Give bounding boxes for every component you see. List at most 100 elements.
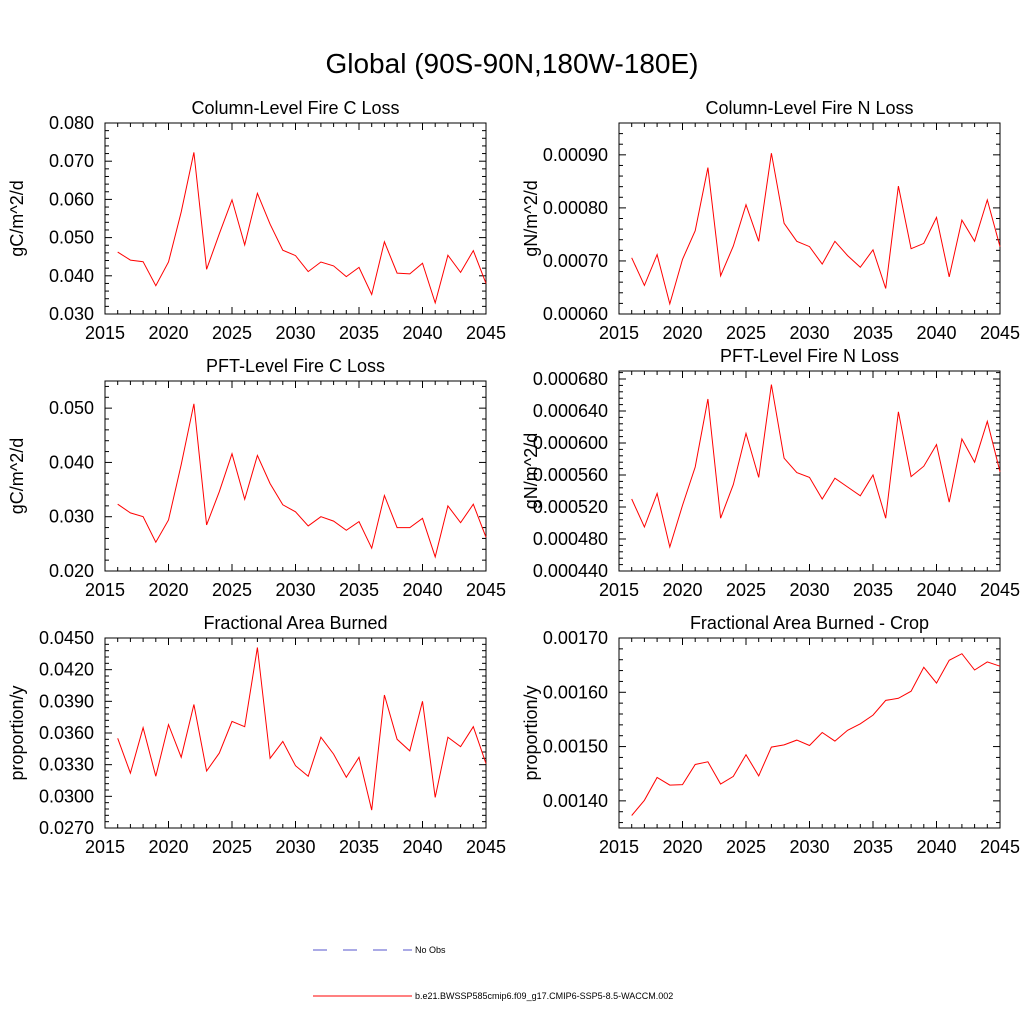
x-tick-label: 2030 xyxy=(275,580,315,600)
y-tick-label: 0.000640 xyxy=(533,401,608,421)
y-tick-label: 0.000600 xyxy=(533,433,608,453)
figure-title: Global (90S-90N,180W-180E) xyxy=(325,48,699,79)
x-tick-label: 2020 xyxy=(662,837,702,857)
chart-title: Column-Level Fire C Loss xyxy=(191,98,399,118)
y-tick-label: 0.040 xyxy=(49,266,94,286)
y-tick-label: 0.00060 xyxy=(543,304,608,324)
y-tick-label: 0.080 xyxy=(49,113,94,133)
y-tick-label: 0.050 xyxy=(49,398,94,418)
y-tick-label: 0.040 xyxy=(49,452,94,472)
x-tick-label: 2035 xyxy=(853,323,893,343)
x-tick-label: 2045 xyxy=(466,837,506,857)
y-tick-label: 0.00140 xyxy=(543,791,608,811)
y-tick-label: 0.0390 xyxy=(39,691,94,711)
x-tick-label: 2035 xyxy=(339,580,379,600)
x-tick-label: 2015 xyxy=(599,837,639,857)
series-line xyxy=(117,647,487,811)
y-tick-label: 0.050 xyxy=(49,228,94,248)
y-axis-label: gN/m^2/d xyxy=(521,180,541,256)
y-tick-label: 0.000520 xyxy=(533,497,608,517)
x-tick-label: 2035 xyxy=(339,323,379,343)
series-line xyxy=(117,403,487,559)
chart-panel-6: Fractional Area Burned - Crop proportion/… xyxy=(521,613,1020,857)
legend-label-case: b.e21.BWSSP585cmip6.f09_g17.CMIP6-SSP5-8… xyxy=(415,991,673,1001)
x-tick-label: 2015 xyxy=(85,323,125,343)
y-axis-label: proportion/y xyxy=(7,685,27,780)
x-tick-label: 2030 xyxy=(789,837,829,857)
x-tick-label: 2040 xyxy=(916,837,956,857)
y-tick-label: 0.0360 xyxy=(39,723,94,743)
y-tick-label: 0.070 xyxy=(49,151,94,171)
x-tick-label: 2020 xyxy=(662,323,702,343)
y-axis-label: proportion/y xyxy=(521,685,541,780)
chart-panel-4: PFT-Level Fire N Loss gN/m^2/d 2015 2020 202… xyxy=(521,346,1020,600)
y-tick-label: 0.0300 xyxy=(39,786,94,806)
chart-panel-1: Column-Level Fire C Loss gC/m^2/d 2015 2020… xyxy=(7,98,506,343)
chart-panel-3: PFT-Level Fire C Loss gC/m^2/d 2015 2020 202… xyxy=(7,356,506,600)
series-line xyxy=(631,653,1001,816)
y-tick-label: 0.000560 xyxy=(533,465,608,485)
x-tick-label: 2035 xyxy=(853,580,893,600)
y-tick-label: 0.00090 xyxy=(543,145,608,165)
x-tick-label: 2040 xyxy=(402,837,442,857)
x-tick-label: 2025 xyxy=(726,837,766,857)
y-tick-label: 0.000440 xyxy=(533,561,608,581)
y-tick-label: 0.030 xyxy=(49,507,94,527)
x-tick-label: 2030 xyxy=(275,837,315,857)
x-tick-label: 2020 xyxy=(662,580,702,600)
y-axis-label: gN/m^2/d xyxy=(521,433,541,509)
legend: No Obs b.e21.BWSSP585cmip6.f09_g17.CMIP6-… xyxy=(313,945,673,1001)
plot-frame xyxy=(104,637,487,829)
y-tick-label: 0.030 xyxy=(49,304,94,324)
x-tick-label: 2040 xyxy=(916,580,956,600)
x-tick-label: 2040 xyxy=(916,323,956,343)
chart-title: Fractional Area Burned - Crop xyxy=(690,613,929,633)
series-line xyxy=(631,384,1001,549)
y-tick-label: 0.0450 xyxy=(39,628,94,648)
x-tick-label: 2015 xyxy=(599,580,639,600)
series-line xyxy=(117,152,487,305)
y-axis-label: gC/m^2/d xyxy=(7,438,27,514)
x-tick-label: 2020 xyxy=(148,323,188,343)
x-tick-label: 2035 xyxy=(853,837,893,857)
chart-panel-2: Column-Level Fire N Loss gN/m^2/d 2015 2020… xyxy=(521,98,1020,343)
x-tick-label: 2020 xyxy=(148,837,188,857)
y-tick-label: 0.020 xyxy=(49,561,94,581)
x-tick-label: 2030 xyxy=(789,580,829,600)
x-tick-label: 2015 xyxy=(85,580,125,600)
x-tick-label: 2035 xyxy=(339,837,379,857)
plot-frame xyxy=(104,122,487,315)
x-tick-label: 2030 xyxy=(275,323,315,343)
x-tick-label: 2025 xyxy=(212,837,252,857)
y-tick-label: 0.0420 xyxy=(39,660,94,680)
x-tick-label: 2020 xyxy=(148,580,188,600)
x-tick-label: 2030 xyxy=(789,323,829,343)
y-tick-label: 0.0270 xyxy=(39,818,94,838)
x-tick-label: 2025 xyxy=(726,323,766,343)
x-tick-label: 2045 xyxy=(980,837,1020,857)
chart-title: Column-Level Fire N Loss xyxy=(705,98,913,118)
x-tick-label: 2025 xyxy=(212,580,252,600)
y-tick-label: 0.00150 xyxy=(543,737,608,757)
y-tick-label: 0.0330 xyxy=(39,755,94,775)
x-tick-label: 2015 xyxy=(599,323,639,343)
chart-title: Fractional Area Burned xyxy=(203,613,387,633)
x-tick-label: 2025 xyxy=(726,580,766,600)
x-tick-label: 2025 xyxy=(212,323,252,343)
y-tick-label: 0.00070 xyxy=(543,251,608,271)
chart-title: PFT-Level Fire N Loss xyxy=(720,346,899,366)
plot-frame xyxy=(618,370,1001,572)
x-tick-label: 2040 xyxy=(402,580,442,600)
plot-frame xyxy=(618,637,1001,829)
chart-panel-5: Fractional Area Burned proportion/y 2015 20… xyxy=(7,613,506,857)
x-tick-label: 2040 xyxy=(402,323,442,343)
x-tick-label: 2045 xyxy=(466,580,506,600)
y-tick-label: 0.00160 xyxy=(543,682,608,702)
x-tick-label: 2045 xyxy=(466,323,506,343)
y-tick-label: 0.060 xyxy=(49,189,94,209)
legend-label-no-obs: No Obs xyxy=(415,945,446,955)
y-axis-label: gC/m^2/d xyxy=(7,180,27,256)
y-tick-label: 0.000480 xyxy=(533,529,608,549)
